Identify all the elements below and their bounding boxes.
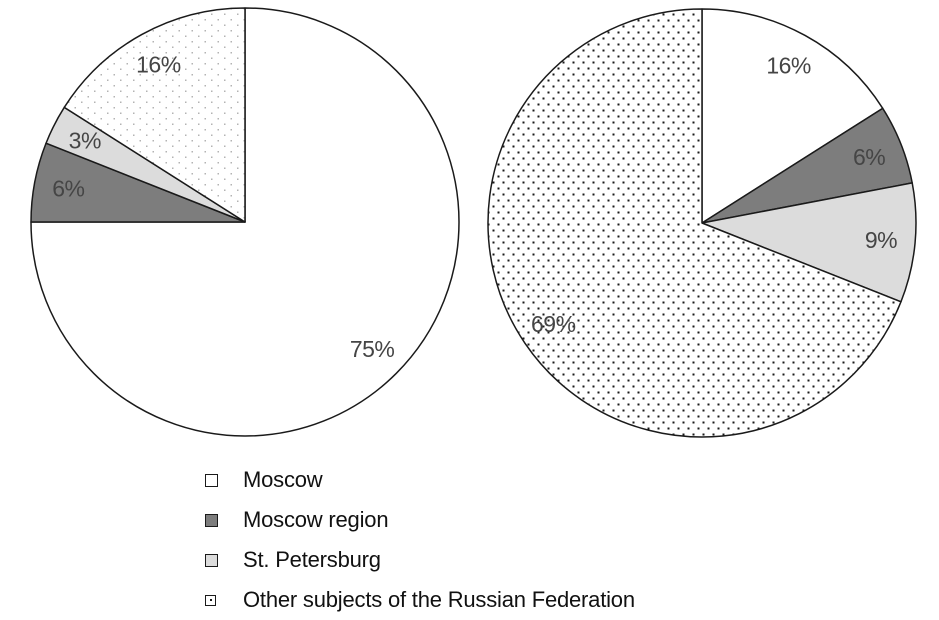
pie-2-label-other-subjects-of-the-russian-federation: 69%	[531, 311, 576, 337]
legend-item-st-petersburg: St. Petersburg	[205, 540, 635, 580]
pie-2-label-moscow: 16%	[766, 53, 811, 79]
pie-1-slice-moscow	[30, 7, 460, 437]
legend-label-st-petersburg: St. Petersburg	[243, 547, 381, 572]
legend-swatch-other-subjects	[205, 594, 216, 606]
pie-2-label-moscow-region: 6%	[853, 144, 885, 170]
pie-2-slice-st-petersburg	[701, 182, 917, 303]
pie-charts-canvas: 75% 6% 3% 16% 16% 6% 9% 69%	[30, 7, 917, 438]
legend-item-moscow: Moscow	[205, 460, 635, 500]
dot-pattern-glyph	[209, 599, 212, 601]
legend-item-other-subjects: Other subjects of the Russian Federation	[205, 580, 635, 620]
legend-label-other-subjects: Other subjects of the Russian Federation	[243, 587, 635, 612]
pie-2-slice-other-subjects-of-the-russian-federation	[487, 8, 902, 438]
legend-swatch-moscow-region	[205, 513, 218, 527]
pie-1-label-moscow: 75%	[350, 336, 395, 362]
legend: Moscow Moscow region St. Petersburg Othe…	[205, 460, 635, 620]
legend-swatch-moscow	[205, 473, 218, 487]
legend-label-moscow: Moscow	[243, 467, 323, 492]
pie-2-slice-moscow	[701, 8, 884, 224]
legend-swatch-st-petersburg	[205, 553, 218, 567]
pie-2-label-st-petersburg: 9%	[865, 227, 897, 253]
pie-1-label-other-subjects-of-the-russian-federation: 16%	[136, 52, 181, 78]
pie-1-slice-other-subjects-of-the-russian-federation	[63, 7, 246, 223]
pie-1-label-moscow-region: 6%	[52, 175, 84, 201]
legend-label-moscow-region: Moscow region	[243, 507, 389, 532]
legend-item-moscow-region: Moscow region	[205, 500, 635, 540]
pie-1-label-st-petersburg: 3%	[69, 127, 101, 153]
